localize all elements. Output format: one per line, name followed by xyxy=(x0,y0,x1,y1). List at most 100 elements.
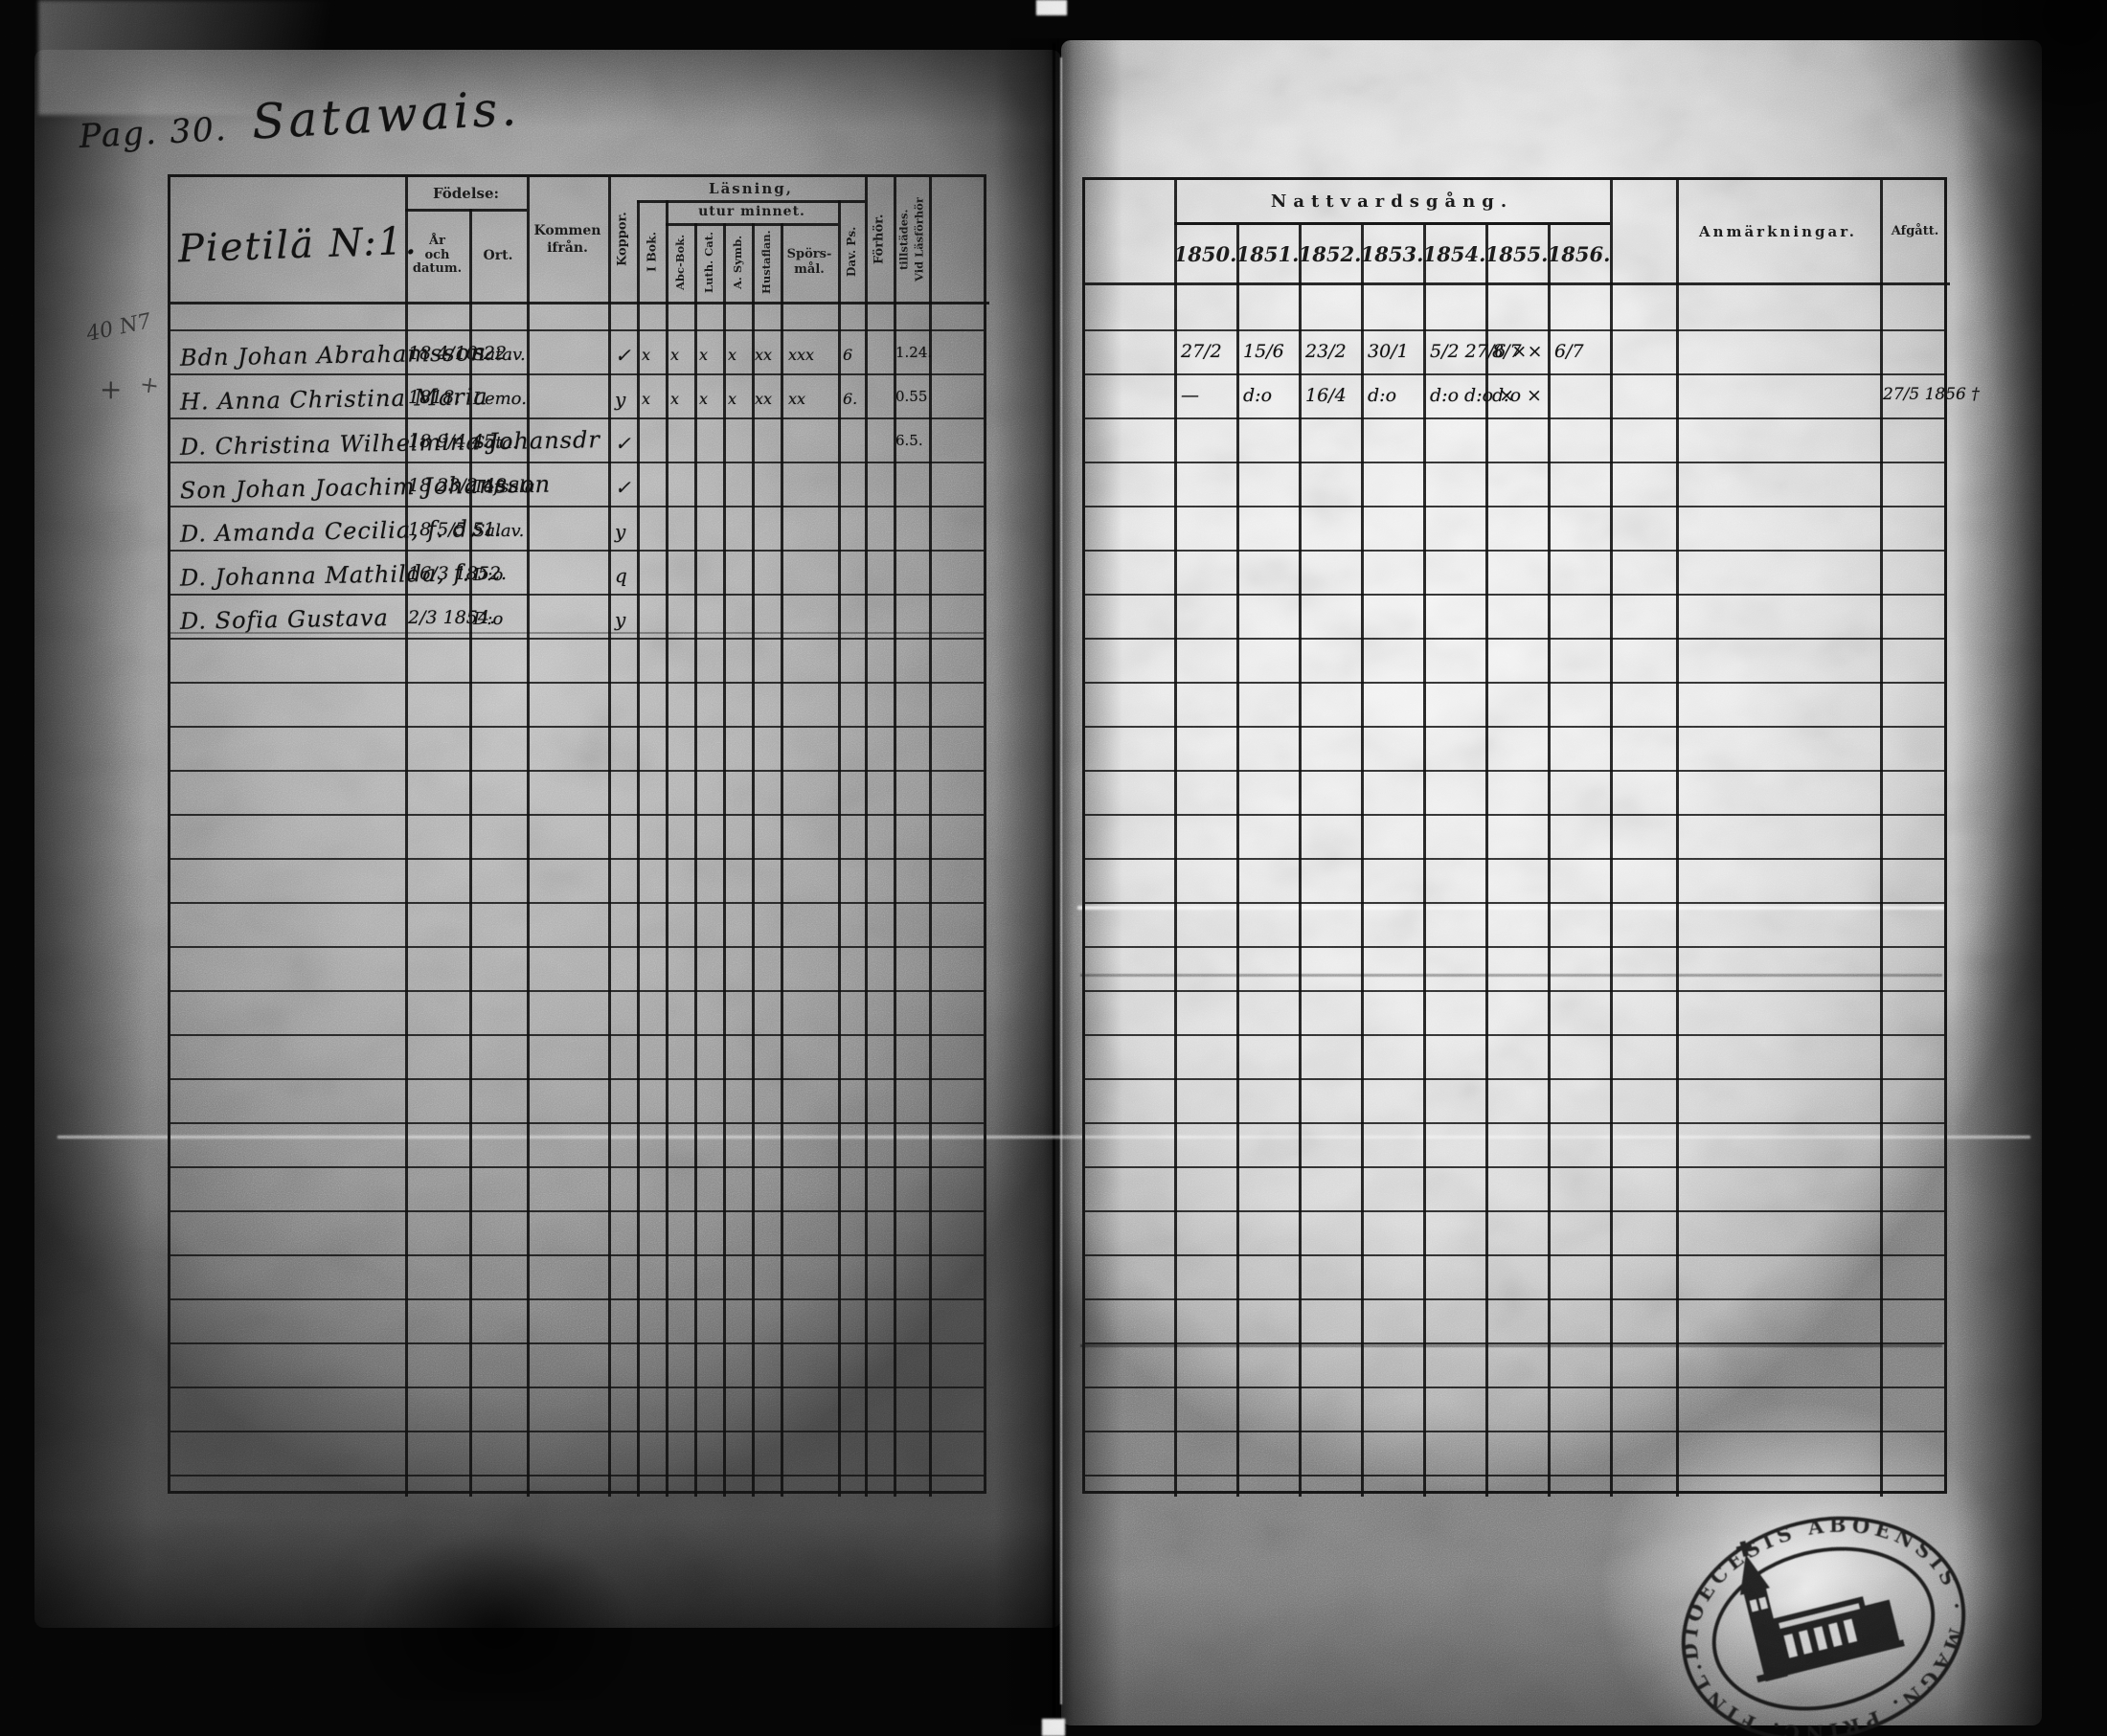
header-lasning: Läsning, xyxy=(709,180,793,197)
register-row: Son Johan Joachim Johansson 18 23/2 48. Tö… xyxy=(170,468,984,512)
reading-mark: x xyxy=(670,390,680,408)
register-row: D. Christina Wilhelmina Johansdr 18 9/4 4… xyxy=(170,424,984,468)
film-dark-corner xyxy=(1935,0,2107,153)
household-register-table: Pietilä N:1. Födelse: År och datum. Ort.… xyxy=(168,174,989,1497)
year-header: 1854. xyxy=(1422,241,1486,266)
right-ruled-rows xyxy=(1085,287,1944,1497)
communion-date: 23/2 xyxy=(1305,341,1347,362)
birth-place: Satav. xyxy=(473,345,526,365)
year-header: 1850. xyxy=(1173,241,1237,266)
register-row: H. Anna Christina Maria 1818. Lemo. y x x x x xx… xyxy=(170,380,984,424)
reading-mark: x xyxy=(642,390,651,408)
communion-date: 16/4 xyxy=(1305,385,1347,406)
register-row: D. Johanna Mathilda, f. 16/3 1852. D:o q xyxy=(170,556,984,600)
header-anmarkningar: Anmärkningar. xyxy=(1699,222,1857,240)
header-kommen-ifran: Kommen ifrån. xyxy=(533,222,601,256)
film-dark-blob xyxy=(364,1532,632,1695)
reading-mark: xxx xyxy=(788,346,815,364)
communion-date: 15/6 xyxy=(1243,341,1284,362)
communion-row: — d:o 16/4 d:o d:o d:o × d:o × 27/5 1856 † xyxy=(1085,380,1980,424)
vaccination-mark: ✓ xyxy=(615,432,631,455)
communion-date: d:o × xyxy=(1492,385,1542,406)
reading-mark: 6 xyxy=(843,346,853,364)
communion-date: 8/7 × xyxy=(1492,341,1543,362)
communion-date: — xyxy=(1181,385,1199,406)
birth-place: D:o xyxy=(473,565,504,585)
communion-date: d:o xyxy=(1368,385,1397,406)
year-header: 1853. xyxy=(1360,241,1424,266)
page-number: Pag. 30. xyxy=(78,109,229,157)
header-koppor: Koppor. xyxy=(615,212,630,267)
communion-row: 27/2 15/6 23/2 30/1 5/2 27/6 × 8/7 × 6/7 xyxy=(1085,336,1944,380)
departed-note: 27/5 1856 † xyxy=(1883,385,1980,404)
header-a-symb: A. Symb. xyxy=(731,235,744,290)
header-rule-line xyxy=(666,223,838,226)
header-i-bok: I Bok. xyxy=(644,231,659,272)
birth-date: 1818. xyxy=(408,387,461,408)
reading-mark: x xyxy=(728,346,737,364)
year-header: 1851. xyxy=(1235,241,1300,266)
vaccination-mark: y xyxy=(615,388,626,411)
reading-mark: xx xyxy=(788,390,806,408)
header-nattvardsgang: Nattvardsgång. xyxy=(1270,191,1514,212)
margin-mark: + xyxy=(138,370,161,400)
vaccination-mark: y xyxy=(615,608,626,631)
reading-mark: x xyxy=(670,346,680,364)
film-edge-notch-top xyxy=(1036,0,1067,15)
communion-date: d:o xyxy=(1243,385,1273,406)
person-name: D. Sofia Gustava xyxy=(179,604,390,635)
header-rule-line xyxy=(637,200,865,203)
reading-mark: 6. xyxy=(843,390,858,408)
vaccination-mark: y xyxy=(615,520,626,543)
birth-place: Lemo. xyxy=(473,389,527,409)
person-name: D. Christina Wilhelmina Johansdr xyxy=(179,426,601,461)
year-header: 1855. xyxy=(1484,241,1549,266)
header-vid-lasforhor: Vid Läsförhör tillstädes. xyxy=(896,197,926,282)
reading-mark: x xyxy=(642,346,651,364)
header-ort: Ort. xyxy=(483,248,513,263)
vaccination-mark: ✓ xyxy=(615,344,631,367)
birth-place: Salav. xyxy=(473,521,525,541)
header-utur-minnet: utur minnet. xyxy=(698,204,805,219)
header-nattvardsgang-box: Nattvardsgång. xyxy=(1174,180,1610,225)
vaccination-mark: q xyxy=(615,564,627,587)
birth-place: Töfsala. xyxy=(473,477,541,497)
examination-note: 0.55 xyxy=(895,388,928,405)
header-abc-bok: Abc-Bok. xyxy=(673,234,687,291)
examination-note: 1.24. xyxy=(895,344,933,361)
header-rule-line xyxy=(1085,282,1950,285)
header-hustaflan: Hustaflan. xyxy=(759,230,773,295)
header-afgatt: Afgått. xyxy=(1891,224,1939,238)
header-fodelse: Födelse: xyxy=(432,185,500,202)
year-header: 1852. xyxy=(1298,241,1362,266)
birth-place: D:o xyxy=(473,609,504,629)
communion-table: Nattvardsgång. Anmärkningar. Afgått. 185… xyxy=(1082,177,1980,1497)
gutter-fold-highlight xyxy=(1060,57,1062,1704)
communion-date: 6/7 xyxy=(1554,341,1584,362)
reading-mark: x xyxy=(699,390,709,408)
farm-title: Pietilä N:1. xyxy=(177,218,419,272)
header-ar-och-datum: År och datum. xyxy=(412,233,463,277)
film-edge-notch-bottom xyxy=(1042,1719,1065,1736)
reading-mark: xx xyxy=(755,346,773,364)
communion-date: 27/2 xyxy=(1181,341,1222,362)
reading-mark: xx xyxy=(755,390,773,408)
header-sporsmal: Spörs- mål. xyxy=(786,247,832,277)
header-forhor: Förhör. xyxy=(872,214,887,265)
vaccination-mark: ✓ xyxy=(615,476,631,499)
register-row: Bdn Johan Abrahamsson 18 4/10 22. Satav. ✓ x… xyxy=(170,336,984,380)
communion-date: 30/1 xyxy=(1368,341,1409,362)
reading-mark: x xyxy=(699,346,709,364)
register-row: D. Sofia Gustava 2/3 1854. D:o y xyxy=(170,600,984,644)
birth-place: Sata. xyxy=(473,433,518,453)
year-header: 1856. xyxy=(1547,241,1611,266)
header-luth-cat: Luth. Cat. xyxy=(702,231,715,294)
gutter-fold-line xyxy=(1053,43,1055,1719)
reading-mark: x xyxy=(728,390,737,408)
register-row: D. Amanda Cecilia, f. d. 18 5/5 51. Salav.… xyxy=(170,512,984,556)
examination-note: 6.5. xyxy=(895,432,923,449)
header-rule-line xyxy=(405,209,527,212)
header-dav-ps: Dav. Ps. xyxy=(845,226,858,277)
margin-mark: + xyxy=(100,373,123,405)
